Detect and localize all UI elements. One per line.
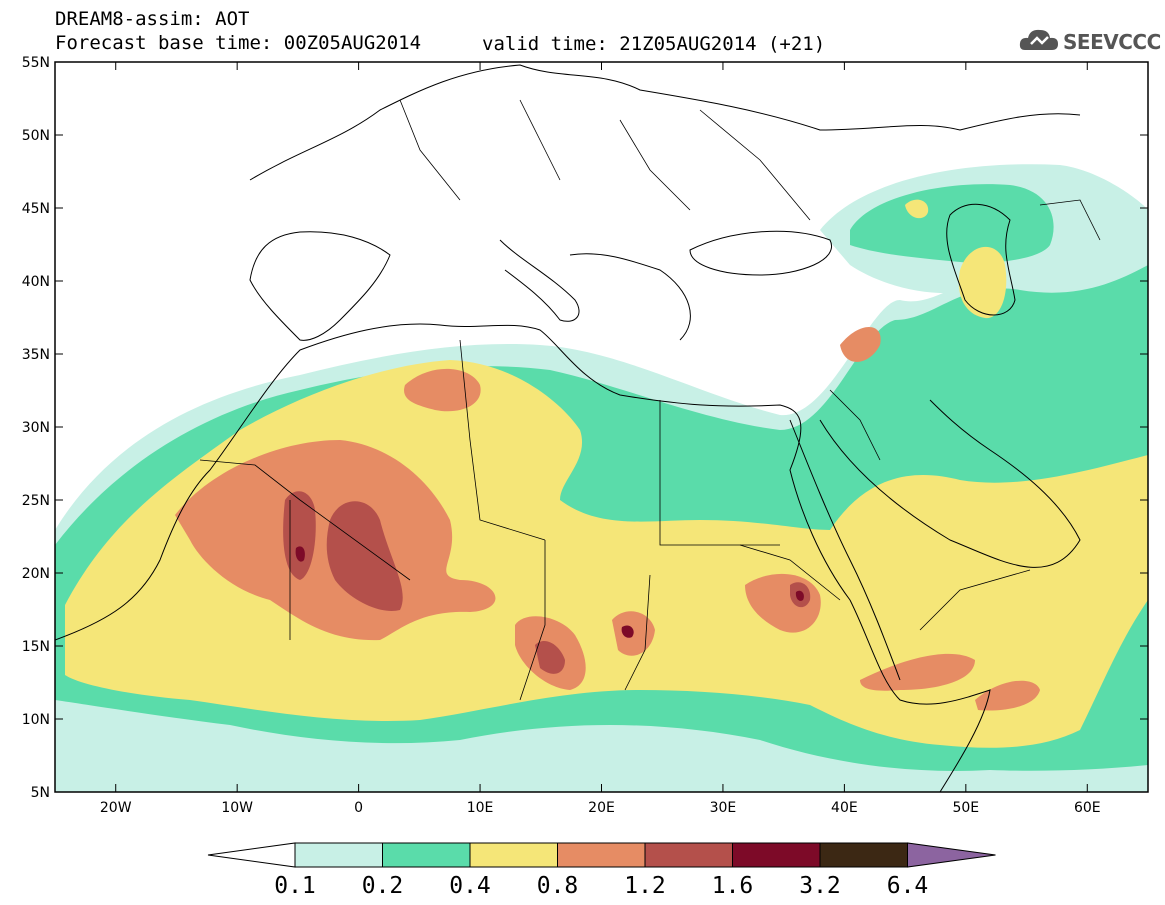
lat-label: 45N — [22, 201, 50, 217]
colorbar-label: 1.2 — [624, 873, 666, 899]
lat-label: 25N — [22, 493, 50, 509]
colorbar-under-triangle — [207, 842, 296, 868]
lon-label: 20E — [588, 800, 615, 816]
black-sea-coastline — [689, 230, 833, 276]
aot-band-1.2-chad — [535, 640, 565, 674]
lon-label: 20W — [100, 800, 132, 816]
lon-label: 40E — [831, 800, 858, 816]
lon-label: 0 — [354, 800, 363, 816]
lat-label: 20N — [22, 566, 50, 582]
lon-label: 60E — [1074, 800, 1101, 816]
lat-label: 50N — [22, 128, 50, 144]
lat-label: 55N — [22, 55, 50, 71]
colorbar-swatch — [382, 842, 471, 868]
aot-band-0.8-redsea — [860, 653, 975, 691]
aot-band-0.4-caucasus — [905, 199, 929, 219]
colorbar-label: 0.1 — [274, 873, 316, 899]
colorbar-swatch — [557, 842, 646, 868]
caspian-coastline — [946, 203, 1016, 316]
logo-text: SEEVCCC — [1063, 30, 1161, 54]
lat-label: 5N — [31, 785, 50, 801]
colorbar-label: 3.2 — [799, 873, 841, 899]
forecast-base-time: Forecast base time: 00Z05AUG2014 — [55, 32, 422, 54]
aot-band-0.8-north — [404, 368, 481, 412]
lat-axis: 5N 10N 15N 20N 25N 30N 35N 40N 45N 50N 55N — [22, 55, 1148, 801]
lat-label: 30N — [22, 420, 50, 436]
borders — [199, 99, 1101, 701]
seevccc-logo: SEEVCCC — [1017, 24, 1161, 58]
lon-label: 10E — [467, 800, 494, 816]
aot-band-0.8-iraq — [840, 326, 881, 362]
colorbar: 0.1 0.2 0.4 0.8 1.2 1.6 3.2 6.4 — [207, 842, 996, 899]
lat-label: 15N — [22, 639, 50, 655]
aot-band-0.2-caspian — [850, 184, 1054, 263]
africa-coastline — [55, 323, 991, 792]
colorbar-swatch — [294, 842, 383, 868]
colorbar-label: 0.8 — [537, 873, 579, 899]
lon-label: 10W — [221, 800, 253, 816]
colorbar-swatch — [732, 842, 821, 868]
aot-band-1.6-sudan — [795, 590, 804, 601]
lon-axis: 20W 10W 0 10E 20E 30E 40E 50E 60E — [100, 62, 1101, 816]
lat-label: 35N — [22, 347, 50, 363]
lon-label: 50E — [952, 800, 979, 816]
colorbar-label: 1.6 — [712, 873, 754, 899]
colorbar-swatch — [644, 842, 733, 868]
italy-coastline — [499, 239, 580, 322]
valid-time: valid time: 21Z05AUG2014 (+21) — [482, 33, 826, 55]
colorbar-label: 6.4 — [887, 873, 929, 899]
balkans-coastline — [569, 253, 691, 341]
arabia-coastline — [819, 399, 1081, 568]
aot-band-1.6-darfur — [621, 625, 634, 638]
colorbar-label: 0.2 — [362, 873, 404, 899]
red-sea-coastline — [789, 419, 901, 681]
colorbar-swatch — [469, 842, 558, 868]
lon-label: 30E — [710, 800, 737, 816]
iberia-coastline — [249, 231, 391, 341]
aot-band-1.6-mali — [295, 546, 305, 562]
lat-label: 40N — [22, 274, 50, 290]
map-title: DREAM8-assim: AOT — [55, 8, 250, 30]
aot-band-1.2-mali — [326, 501, 403, 611]
cloud-logo-icon — [1019, 29, 1058, 50]
lat-label: 10N — [22, 712, 50, 728]
aot-band-1.2-mauritania — [283, 491, 316, 580]
coastlines — [55, 64, 1081, 792]
colorbar-over-triangle — [907, 842, 996, 868]
aot-band-0.8-yemen — [975, 680, 1040, 711]
colorbar-swatch — [819, 842, 908, 868]
aot-band-0.4-caspian — [958, 246, 1007, 319]
colorbar-label: 0.4 — [449, 873, 491, 899]
europe-coastline — [249, 64, 1081, 181]
aot-field — [55, 164, 1148, 792]
